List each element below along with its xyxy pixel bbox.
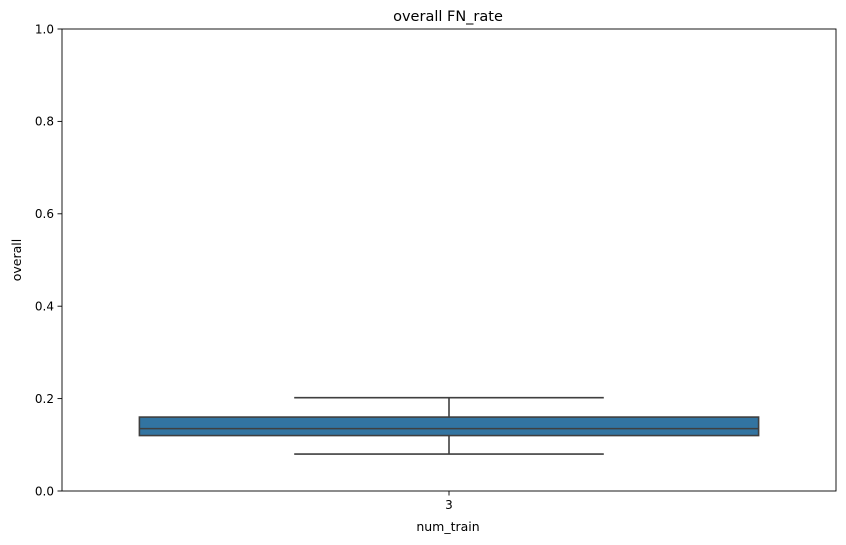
axes-frame [61, 28, 837, 492]
y-tick-label: 0.0 [35, 484, 54, 498]
y-axis-label: overall [9, 239, 24, 281]
y-tick-label: 0.2 [35, 392, 54, 406]
x-tick-label: 3 [445, 498, 453, 512]
plot-area [138, 396, 760, 455]
iqr-box [138, 416, 760, 437]
x-axis-ticks: 3 [445, 491, 453, 512]
box-group [138, 396, 760, 455]
x-axis-label: num_train [416, 519, 479, 534]
y-tick-label: 1.0 [35, 22, 54, 36]
y-tick-label: 0.4 [35, 300, 54, 314]
y-tick-label: 0.6 [35, 207, 54, 221]
chart-title: overall FN_rate [393, 9, 503, 25]
y-axis-ticks: 0.0 0.2 0.4 0.6 0.8 1.0 [35, 22, 62, 498]
y-tick-label: 0.8 [35, 115, 54, 129]
